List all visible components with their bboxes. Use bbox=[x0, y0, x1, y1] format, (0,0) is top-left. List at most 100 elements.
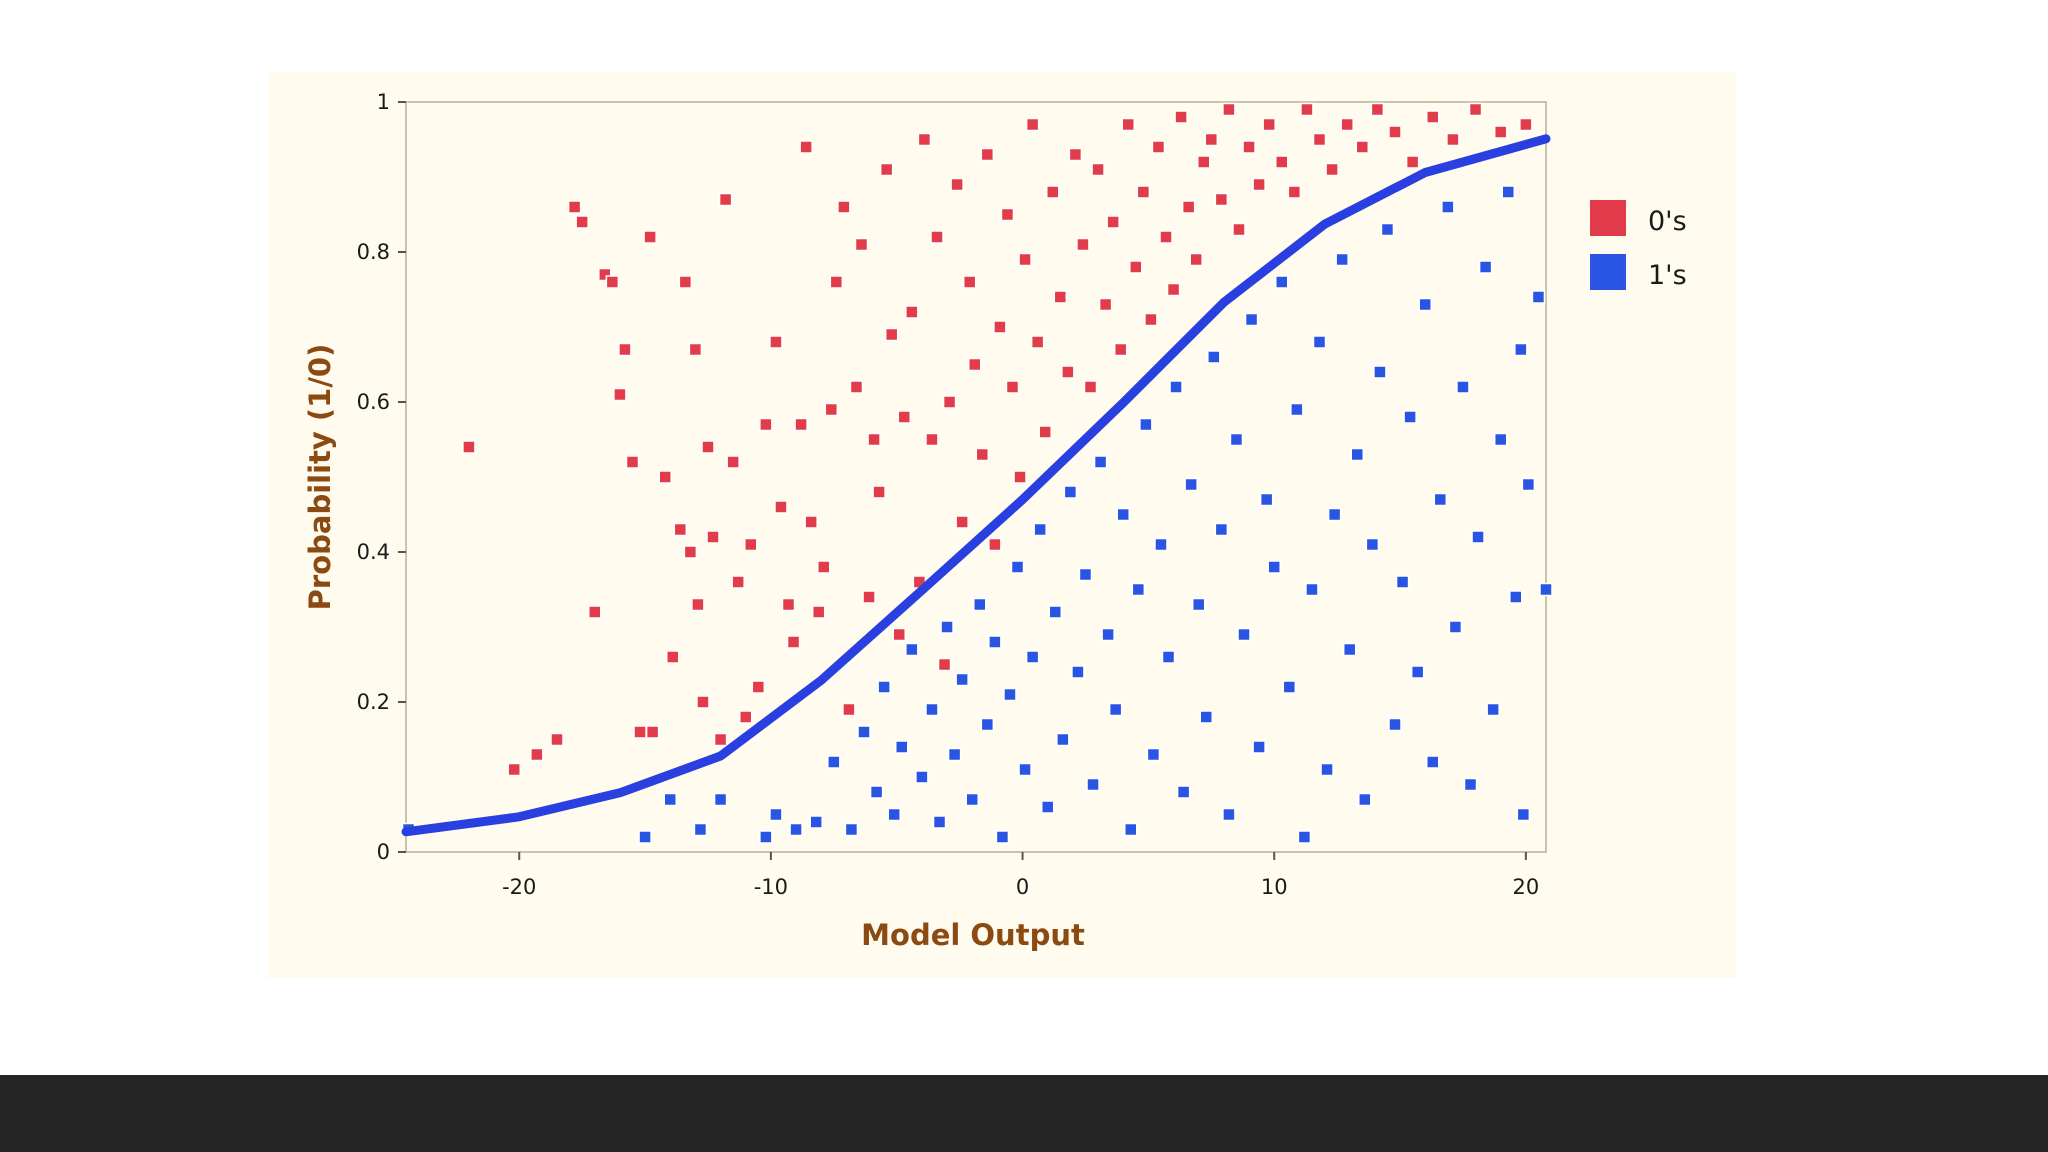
data-point bbox=[1342, 642, 1357, 657]
data-point bbox=[988, 635, 1002, 649]
x-tick-label: 0 bbox=[1016, 875, 1029, 899]
data-point bbox=[1426, 110, 1440, 124]
data-point bbox=[1262, 117, 1276, 132]
data-point bbox=[786, 635, 801, 649]
data-point bbox=[1003, 687, 1017, 702]
data-point bbox=[917, 132, 932, 147]
data-point bbox=[1018, 762, 1032, 777]
data-point bbox=[1025, 117, 1040, 132]
data-point bbox=[804, 515, 818, 529]
data-point bbox=[1061, 365, 1075, 379]
data-point bbox=[1335, 252, 1349, 267]
data-point bbox=[1501, 185, 1516, 199]
data-point bbox=[1129, 260, 1143, 274]
data-point bbox=[1418, 297, 1432, 312]
data-point bbox=[892, 627, 906, 642]
data-point bbox=[1539, 582, 1553, 597]
data-point bbox=[1267, 560, 1281, 574]
data-point bbox=[638, 830, 652, 844]
data-point bbox=[1405, 155, 1420, 169]
data-point bbox=[1403, 410, 1417, 424]
data-point bbox=[1287, 185, 1302, 199]
data-point bbox=[1441, 200, 1455, 214]
data-point bbox=[751, 680, 766, 694]
data-point bbox=[1282, 680, 1297, 694]
data-point bbox=[1244, 312, 1259, 327]
data-point bbox=[1108, 702, 1123, 717]
data-point bbox=[980, 147, 995, 162]
data-point bbox=[1388, 125, 1402, 139]
data-point bbox=[507, 762, 521, 777]
data-point bbox=[932, 815, 947, 829]
data-point bbox=[1373, 365, 1387, 379]
data-point bbox=[1297, 830, 1312, 844]
data-point bbox=[955, 672, 969, 687]
data-point bbox=[1174, 110, 1188, 124]
x-tick-label: 10 bbox=[1261, 875, 1288, 899]
data-point bbox=[1531, 290, 1546, 304]
data-point bbox=[1486, 702, 1500, 717]
data-point bbox=[1312, 335, 1327, 349]
data-point bbox=[1519, 117, 1533, 132]
data-point bbox=[862, 590, 876, 604]
data-point bbox=[769, 335, 783, 349]
data-point bbox=[872, 485, 886, 499]
data-point bbox=[1290, 402, 1304, 417]
data-point bbox=[1433, 492, 1448, 507]
data-point bbox=[1068, 147, 1083, 162]
data-point bbox=[1086, 777, 1100, 792]
data-point bbox=[884, 327, 899, 342]
data-point bbox=[605, 275, 620, 289]
data-point bbox=[905, 642, 919, 657]
y-tick-label: 0.8 bbox=[357, 240, 390, 264]
data-point bbox=[1151, 140, 1166, 154]
data-point bbox=[1053, 290, 1068, 304]
data-point bbox=[955, 515, 969, 529]
y-axis: 0 0.2 0.4 0.6 0.8 1 bbox=[357, 90, 406, 864]
data-point bbox=[837, 200, 851, 214]
data-point bbox=[769, 807, 783, 822]
data-point bbox=[827, 755, 841, 769]
data-point bbox=[975, 447, 990, 462]
data-point bbox=[1078, 567, 1093, 582]
data-point bbox=[706, 530, 720, 544]
data-point bbox=[1030, 335, 1045, 349]
data-point bbox=[1005, 380, 1020, 394]
data-point bbox=[1048, 605, 1063, 619]
data-point bbox=[1144, 312, 1158, 327]
data-point bbox=[1113, 342, 1128, 357]
legend-label-zeros: 0's bbox=[1648, 206, 1687, 237]
data-point bbox=[942, 395, 957, 409]
data-point bbox=[925, 432, 939, 447]
series-zeros bbox=[462, 102, 1533, 777]
data-point bbox=[1358, 792, 1372, 807]
y-tick-label: 0.4 bbox=[357, 540, 390, 564]
data-point bbox=[673, 522, 688, 537]
data-point bbox=[1196, 155, 1211, 169]
data-point bbox=[1101, 627, 1115, 642]
data-point bbox=[1327, 507, 1342, 522]
data-point bbox=[688, 342, 703, 357]
data-point bbox=[575, 215, 589, 229]
data-point bbox=[1146, 747, 1161, 762]
data-point bbox=[726, 455, 740, 469]
data-point bbox=[1300, 102, 1314, 117]
data-point bbox=[1468, 102, 1483, 117]
x-axis: -20 -10 0 10 20 bbox=[502, 852, 1539, 899]
data-point bbox=[1521, 477, 1536, 492]
data-point bbox=[895, 740, 909, 754]
data-point bbox=[1189, 252, 1203, 267]
data-point bbox=[1380, 222, 1395, 237]
data-point bbox=[1493, 125, 1508, 139]
data-point bbox=[1410, 665, 1425, 679]
data-point bbox=[713, 792, 728, 807]
bottom-bar bbox=[0, 1075, 2048, 1152]
data-point bbox=[1184, 477, 1198, 492]
data-point bbox=[683, 545, 698, 559]
legend-label-ones: 1's bbox=[1648, 260, 1687, 291]
data-point bbox=[1448, 620, 1463, 634]
data-point bbox=[1139, 417, 1153, 432]
x-axis-title: Model Output bbox=[861, 918, 1085, 952]
data-point bbox=[738, 710, 753, 724]
data-point bbox=[1312, 132, 1327, 147]
